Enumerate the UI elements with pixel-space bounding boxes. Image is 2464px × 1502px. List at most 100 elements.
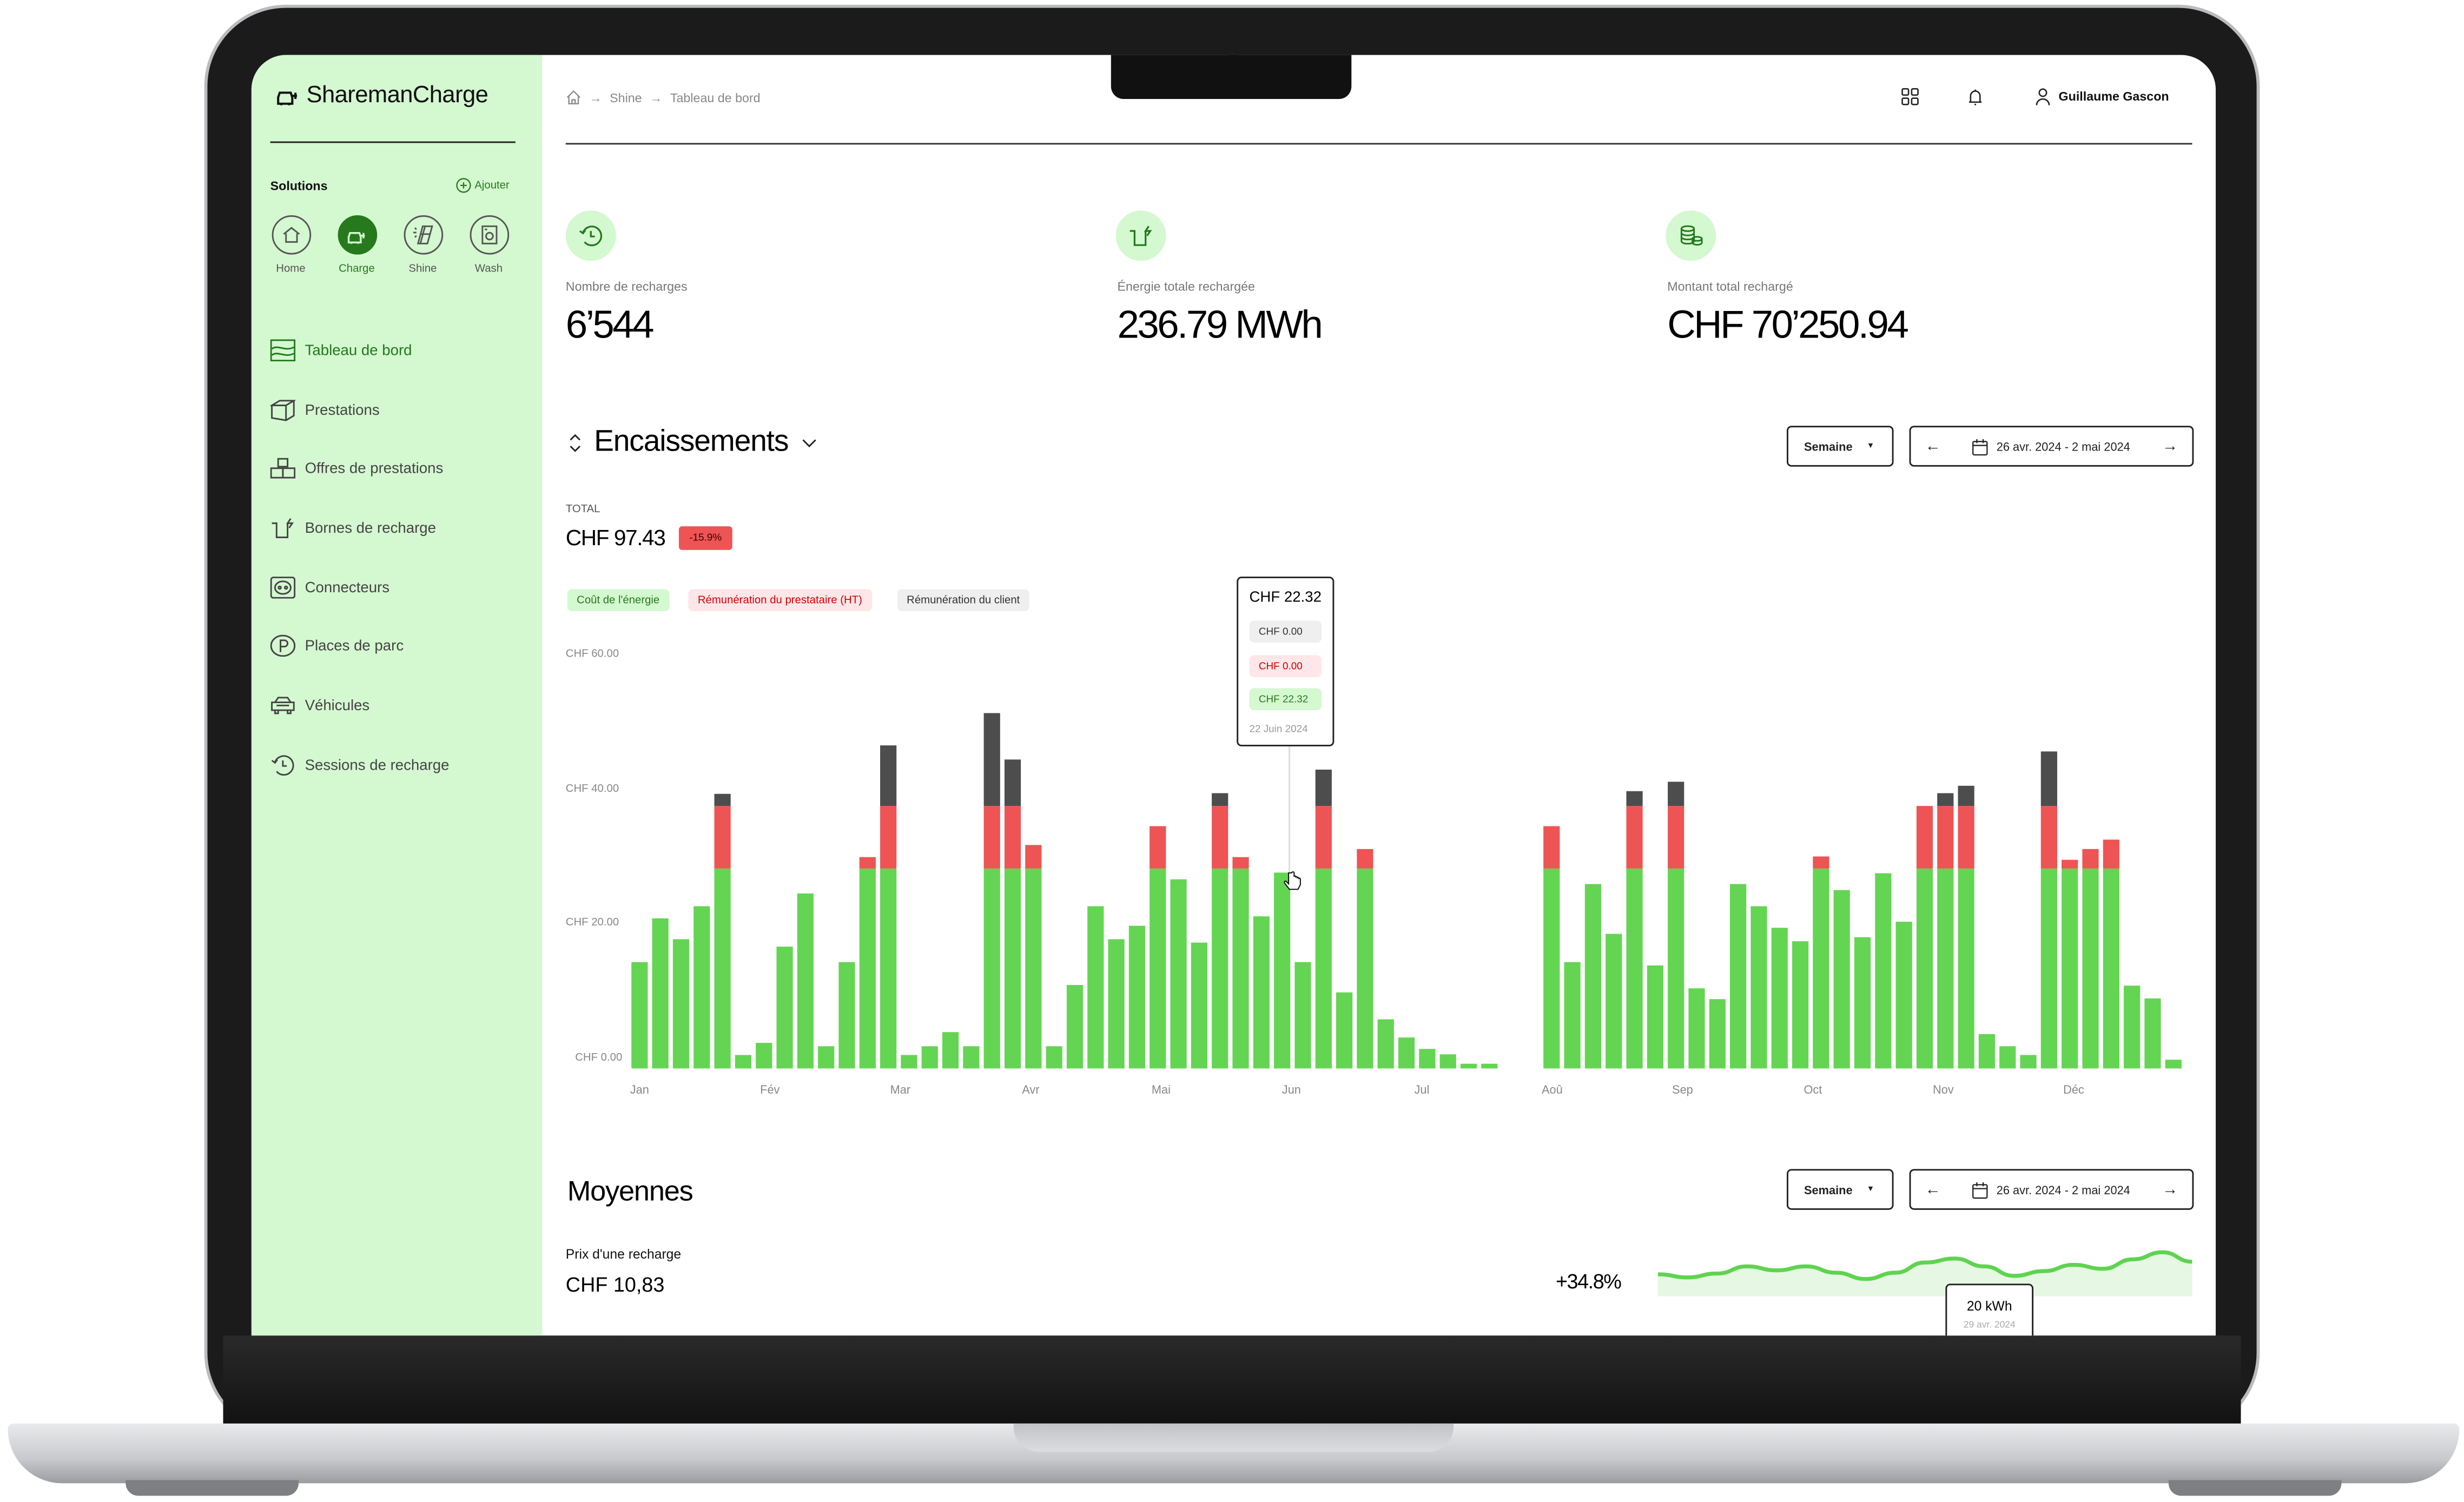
bar-energy-segment[interactable] [1543, 868, 1560, 1069]
bar-energy-segment[interactable] [1978, 1034, 1996, 1069]
bar-energy-segment[interactable] [1419, 1049, 1436, 1069]
sidebar-item-tableau-de-bord[interactable]: Tableau de bord [270, 339, 412, 362]
sidebar-item-vehicules[interactable]: Véhicules [270, 694, 369, 717]
bar-energy-segment[interactable] [672, 939, 690, 1069]
bar-energy-segment[interactable] [963, 1046, 980, 1069]
chevron-up-down-icon[interactable] [569, 432, 582, 454]
solution-charge[interactable]: Charge [333, 215, 380, 275]
bell-icon[interactable] [1967, 88, 1983, 107]
bar-client-segment[interactable] [1212, 793, 1228, 806]
bar-energy-segment[interactable] [1750, 906, 1767, 1069]
bar-energy-segment[interactable] [1253, 916, 1270, 1069]
bar-energy-segment[interactable] [1730, 884, 1747, 1069]
user-menu[interactable]: Guillaume Gascon [2035, 88, 2169, 105]
bar-client-segment[interactable] [1315, 769, 1332, 806]
bar-provider-segment[interactable] [859, 857, 876, 869]
bar-client-segment[interactable] [714, 793, 731, 806]
bar-energy-segment[interactable] [1626, 868, 1643, 1069]
legend-provider[interactable]: Rémunération du prestataire (HT) [688, 589, 872, 612]
bar-energy-segment[interactable] [735, 1055, 752, 1069]
bar-provider-segment[interactable] [1004, 806, 1021, 869]
bar-provider-segment[interactable] [1626, 806, 1643, 869]
bar-energy-segment[interactable] [1087, 906, 1104, 1069]
bar-energy-segment[interactable] [693, 906, 710, 1069]
apps-grid-icon[interactable] [1901, 88, 1919, 105]
arrow-right-icon[interactable]: → [2162, 1181, 2178, 1199]
sidebar-item-sessions-de-recharge[interactable]: Sessions de recharge [270, 754, 450, 776]
bar-energy-segment[interactable] [1875, 873, 1892, 1069]
bar-provider-segment[interactable] [1813, 856, 1829, 869]
bar-client-segment[interactable] [1668, 782, 1684, 806]
bar-energy-segment[interactable] [901, 1055, 917, 1069]
add-solution-button[interactable]: Ajouter [455, 177, 510, 193]
moyennes-period-select[interactable]: Semaine ▼ [1786, 1169, 1894, 1210]
bar-energy-segment[interactable] [2144, 998, 2161, 1069]
moyennes-date-range-picker[interactable]: ← 26 avr. 2024 - 2 mai 2024 → [1909, 1169, 2194, 1210]
breadcrumb-shine[interactable]: Shine [610, 90, 642, 105]
legend-energy-cost[interactable]: Coût de l'énergie [567, 589, 669, 612]
bar-provider-segment[interactable] [1025, 845, 1042, 869]
sidebar-item-bornes-de-recharge[interactable]: Bornes de recharge [270, 517, 436, 539]
bar-energy-segment[interactable] [1274, 872, 1291, 1069]
bar-client-segment[interactable] [983, 713, 1000, 806]
bar-provider-segment[interactable] [1315, 806, 1332, 869]
date-range-picker[interactable]: ← 26 avr. 2024 - 2 mai 2024 → [1909, 426, 2194, 467]
bar-provider-segment[interactable] [2040, 806, 2057, 869]
bar-energy-segment[interactable] [1108, 939, 1125, 1069]
bar-provider-segment[interactable] [2062, 859, 2078, 869]
bar-energy-segment[interactable] [818, 1046, 835, 1069]
home-icon[interactable] [566, 90, 582, 105]
bar-provider-segment[interactable] [2082, 849, 2099, 869]
arrow-left-icon[interactable]: ← [1925, 438, 1941, 455]
bar-energy-segment[interactable] [1212, 868, 1228, 1069]
bar-energy-segment[interactable] [1771, 928, 1788, 1069]
bar-provider-segment[interactable] [1543, 826, 1560, 869]
bar-energy-segment[interactable] [1336, 992, 1353, 1069]
bar-energy-segment[interactable] [1958, 868, 1974, 1069]
bar-energy-segment[interactable] [1792, 941, 1809, 1069]
bar-energy-segment[interactable] [1004, 868, 1021, 1069]
bar-energy-segment[interactable] [1025, 868, 1042, 1069]
bar-energy-segment[interactable] [1688, 988, 1705, 1069]
bar-energy-segment[interactable] [2062, 868, 2078, 1069]
bar-energy-segment[interactable] [2165, 1060, 2182, 1069]
bar-energy-segment[interactable] [1481, 1063, 1498, 1069]
bar-energy-segment[interactable] [714, 868, 731, 1069]
solution-home[interactable]: Home [267, 215, 314, 275]
bar-energy-segment[interactable] [1854, 937, 1871, 1069]
bar-energy-segment[interactable] [2082, 868, 2099, 1069]
bar-energy-segment[interactable] [983, 868, 1000, 1069]
bar-energy-segment[interactable] [880, 868, 897, 1069]
bar-energy-segment[interactable] [838, 962, 855, 1069]
bar-energy-segment[interactable] [2124, 985, 2141, 1069]
bar-energy-segment[interactable] [1647, 965, 1663, 1069]
bar-energy-segment[interactable] [2020, 1055, 2037, 1069]
bar-energy-segment[interactable] [1584, 884, 1602, 1069]
bar-energy-segment[interactable] [859, 868, 876, 1069]
period-select[interactable]: Semaine ▼ [1786, 426, 1894, 467]
bar-energy-segment[interactable] [797, 893, 814, 1069]
bar-client-segment[interactable] [1958, 785, 1974, 806]
bar-energy-segment[interactable] [1460, 1063, 1477, 1069]
encaissements-header[interactable]: Encaissements [569, 426, 817, 460]
bar-energy-segment[interactable] [921, 1046, 938, 1069]
arrow-right-icon[interactable]: → [2162, 438, 2178, 455]
bar-energy-segment[interactable] [1895, 922, 1912, 1069]
bar-energy-segment[interactable] [1709, 999, 1726, 1069]
bar-energy-segment[interactable] [1668, 868, 1684, 1069]
sidebar-item-offres-de-prestations[interactable]: Offres de prestations [270, 457, 443, 479]
bar-energy-segment[interactable] [2040, 868, 2057, 1069]
bar-energy-segment[interactable] [756, 1043, 772, 1069]
app-logo[interactable]: SharemanCharge [275, 82, 488, 108]
bar-energy-segment[interactable] [1066, 985, 1084, 1069]
bar-energy-segment[interactable] [1564, 962, 1581, 1069]
bar-energy-segment[interactable] [1128, 925, 1146, 1069]
bar-energy-segment[interactable] [1398, 1037, 1415, 1069]
bar-energy-segment[interactable] [1813, 868, 1829, 1069]
arrow-left-icon[interactable]: ← [1925, 1181, 1941, 1199]
sidebar-item-places-de-parc[interactable]: Places de parc [270, 634, 404, 657]
bar-energy-segment[interactable] [1232, 868, 1249, 1069]
bar-energy-segment[interactable] [942, 1032, 959, 1069]
bar-energy-segment[interactable] [1377, 1019, 1394, 1069]
bar-provider-segment[interactable] [1150, 826, 1166, 869]
